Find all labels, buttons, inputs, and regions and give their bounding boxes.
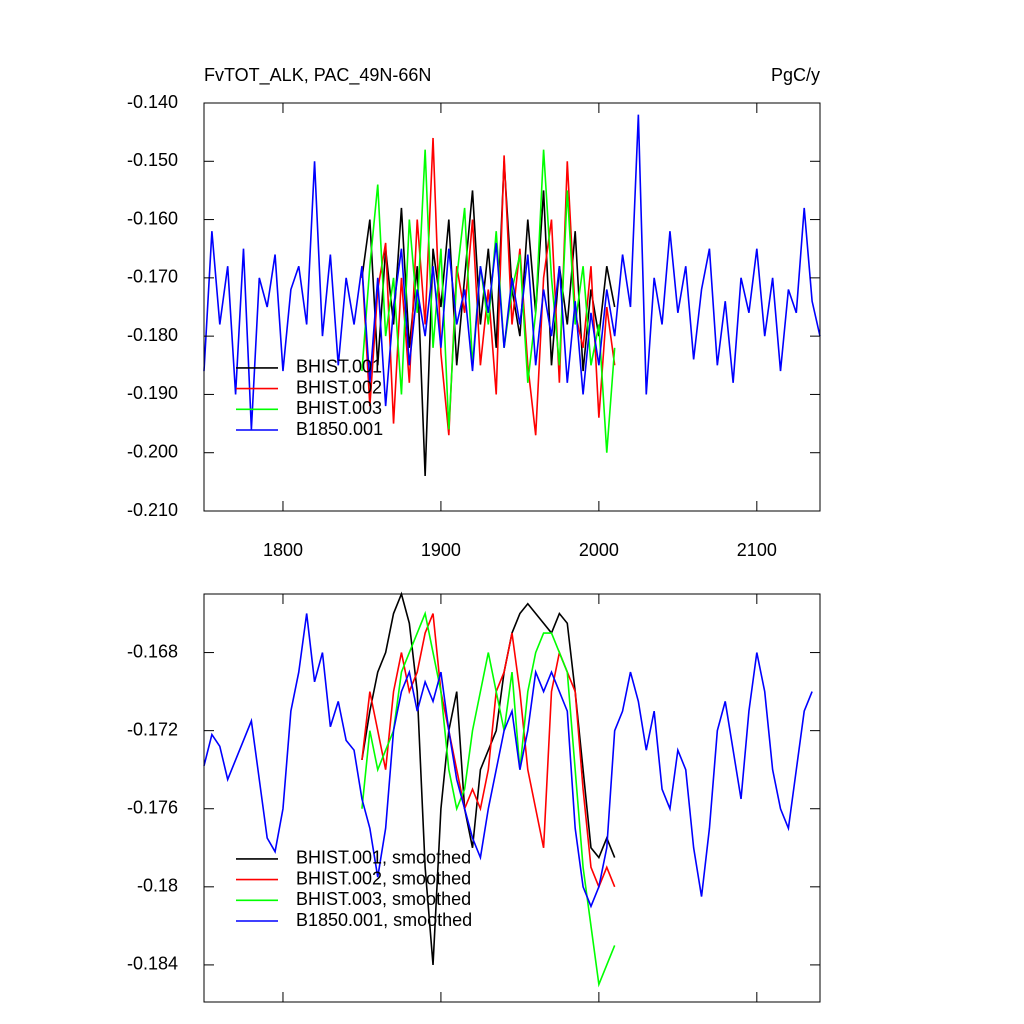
- series-line: [361, 137, 616, 436]
- unit-label: PgC/y: [771, 65, 820, 85]
- legend-label: BHIST.002: [296, 377, 382, 397]
- plot-frame: [203, 102, 821, 512]
- y-tick-label: -0.140: [127, 92, 178, 112]
- legend-label: B1850.001, smoothed: [296, 910, 472, 930]
- x-tick-label: 2100: [737, 540, 777, 560]
- y-tick-label: -0.172: [127, 719, 178, 739]
- chart-title: FvTOT_ALK, PAC_49N-66N: [204, 65, 431, 86]
- y-tick-label: -0.184: [127, 954, 178, 974]
- legend-label: BHIST.001: [296, 357, 382, 377]
- y-tick-label: -0.180: [127, 325, 178, 345]
- y-tick-label: -0.18: [137, 876, 178, 896]
- series-line: [361, 591, 616, 965]
- y-tick-label: -0.210: [127, 500, 178, 520]
- legend-label: BHIST.003: [296, 398, 382, 418]
- series-line: [361, 610, 616, 988]
- y-tick-label: -0.168: [127, 641, 178, 661]
- legend-label: BHIST.003, smoothed: [296, 889, 471, 909]
- x-tick-label: 2000: [579, 540, 619, 560]
- y-tick-label: -0.190: [127, 383, 178, 403]
- y-tick-label: -0.176: [127, 797, 178, 817]
- x-tick-label: 1900: [421, 540, 461, 560]
- plot-frame: [203, 593, 821, 1003]
- legend-label: B1850.001: [296, 419, 383, 439]
- y-tick-label: -0.170: [127, 267, 178, 287]
- y-tick-label: -0.160: [127, 208, 178, 228]
- legend-label: BHIST.002, smoothed: [296, 868, 471, 888]
- legend-label: BHIST.001, smoothed: [296, 848, 471, 868]
- x-tick-label: 1800: [263, 540, 303, 560]
- series-line: [361, 149, 616, 453]
- y-tick-label: -0.150: [127, 150, 178, 170]
- series-line: [203, 114, 821, 430]
- series-line: [203, 613, 813, 909]
- y-tick-label: -0.200: [127, 441, 178, 461]
